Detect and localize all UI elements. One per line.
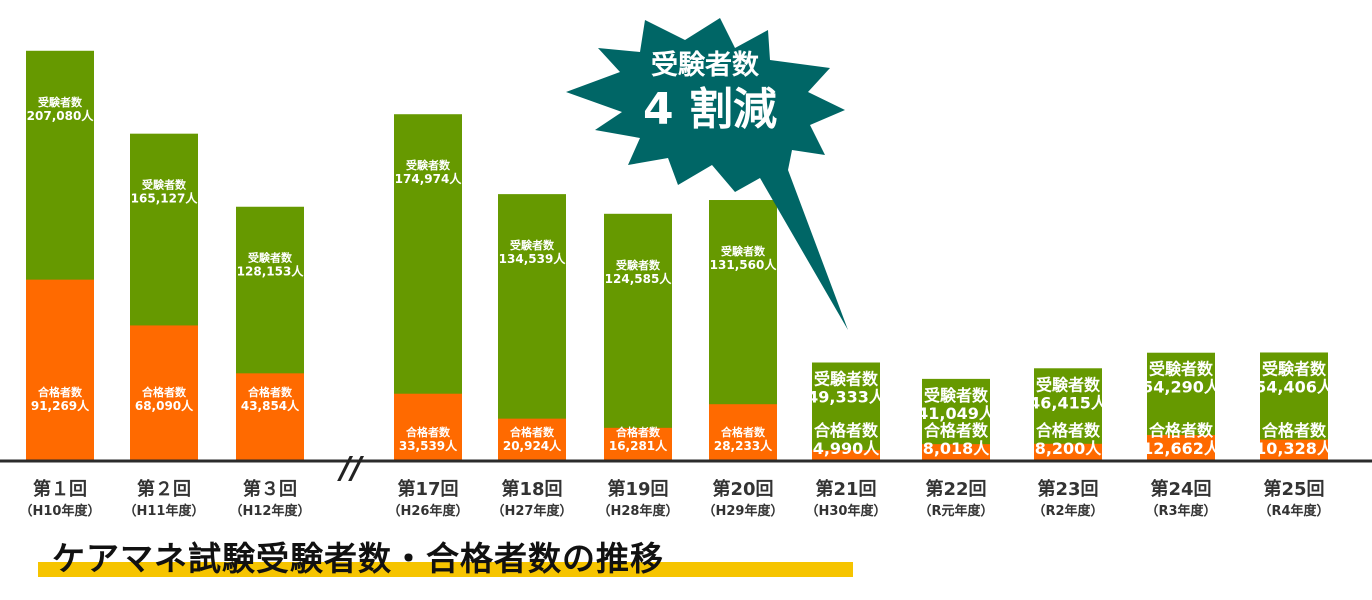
x-tick-label-4: 第18回 (501, 478, 562, 500)
bar-passers-8 (922, 444, 990, 460)
examinees-value-label-7: 49,333人 (807, 388, 886, 407)
axis-break-mark: // (337, 451, 365, 486)
bar-passers-9 (1034, 443, 1102, 460)
examinees-series-label-6: 受験者数 (721, 244, 766, 258)
x-tick-sublabel-11: （R4年度） (1258, 503, 1329, 519)
passers-value-label-10: 12,662人 (1142, 439, 1221, 458)
examinees-value-label-11: 54,406人 (1255, 377, 1334, 396)
bar-examinees-4 (498, 194, 566, 460)
x-tick-sublabel-7: （H30年度） (806, 503, 887, 519)
x-tick-sublabel-10: （R3年度） (1145, 503, 1216, 519)
bar-passers-2 (236, 373, 304, 460)
examinees-series-label-3: 受験者数 (406, 158, 451, 172)
x-tick-sublabel-6: （H29年度） (703, 503, 784, 519)
examinees-value-label-0: 207,080人 (27, 108, 95, 123)
examinees-value-label-1: 165,127人 (131, 191, 199, 206)
passers-value-label-6: 28,233人 (714, 438, 773, 453)
x-tick-labels: 第１回 （H10年度） 第２回 （H11年度） 第３回 （H12年度） 第17回 （H26年度… (20, 478, 1330, 519)
examinees-series-label-7: 受験者数 (814, 370, 879, 389)
examinees-series-label-2: 受験者数 (248, 251, 293, 265)
bar-passers-5 (604, 427, 672, 460)
examinees-series-label-4: 受験者数 (510, 238, 555, 252)
x-tick-label-6: 第20回 (712, 478, 773, 500)
examinees-series-label-5: 受験者数 (616, 258, 661, 272)
passers-value-label-3: 33,539人 (399, 438, 458, 453)
bar-passers-1 (130, 325, 198, 460)
examinees-series-label-10: 受験者数 (1149, 360, 1214, 379)
callout-burst: 受験者数 4 割減 (566, 18, 848, 330)
examinees-series-label-0: 受験者数 (38, 95, 83, 109)
x-tick-label-7: 第21回 (815, 478, 876, 500)
examinees-value-label-9: 46,415人 (1029, 393, 1108, 412)
passers-value-label-5: 16,281人 (609, 438, 668, 453)
x-tick-label-3: 第17回 (397, 478, 458, 500)
examinees-value-label-2: 128,153人 (237, 264, 305, 279)
examinees-value-label-3: 174,974人 (395, 171, 463, 186)
bar-passers-11 (1260, 439, 1328, 460)
passers-value-label-9: 8,200人 (1035, 439, 1103, 458)
callout-line2: 4 割減 (643, 84, 777, 135)
x-tick-label-9: 第23回 (1037, 478, 1098, 500)
passers-series-label-9: 合格者数 (1036, 421, 1101, 440)
x-tick-label-1: 第２回 (137, 478, 191, 500)
bar-examinees-5 (604, 213, 672, 460)
passers-value-label-4: 20,924人 (503, 438, 562, 453)
chart-title-wrap: ケアマネ試験受験者数・合格者数の推移 (38, 532, 853, 582)
passers-value-label-11: 10,328人 (1255, 439, 1334, 458)
bar-passers-4 (498, 418, 566, 460)
x-tick-label-10: 第24回 (1150, 478, 1211, 500)
examinees-value-label-5: 124,585人 (605, 271, 673, 286)
title-highlight-bar (38, 562, 853, 577)
examinees-value-label-8: 41,049人 (917, 404, 996, 423)
bar-passers-10 (1147, 434, 1215, 460)
passers-series-label-4: 合格者数 (510, 425, 555, 439)
passers-value-label-2: 43,854人 (241, 398, 300, 413)
passers-series-label-8: 合格者数 (924, 421, 989, 440)
examinees-series-label-11: 受験者数 (1262, 359, 1327, 378)
x-tick-sublabel-3: （H26年度） (388, 503, 469, 519)
bar-examinees-7 (812, 362, 880, 460)
passers-series-label-11: 合格者数 (1262, 421, 1327, 440)
x-tick-label-8: 第22回 (925, 478, 986, 500)
passers-series-label-7: 合格者数 (814, 421, 879, 440)
callout-line1: 受験者数 (651, 49, 760, 81)
x-tick-sublabel-2: （H12年度） (230, 503, 311, 519)
examinees-value-label-4: 134,539人 (499, 251, 567, 266)
x-tick-sublabel-5: （H28年度） (598, 503, 679, 519)
x-tick-sublabel-4: （H27年度） (492, 503, 573, 519)
passers-series-label-6: 合格者数 (721, 425, 766, 439)
passers-series-label-1: 合格者数 (142, 385, 187, 399)
passers-value-label-7: 4,990人 (813, 439, 881, 458)
bar-passers-6 (709, 404, 777, 460)
x-tick-sublabel-8: （R元年度） (918, 503, 993, 519)
callout-burst-shape (566, 18, 848, 330)
x-tick-sublabel-9: （R2年度） (1032, 503, 1103, 519)
bar-passers-3 (394, 393, 462, 460)
passers-series-label-5: 合格者数 (616, 425, 661, 439)
passers-series-label-3: 合格者数 (406, 425, 451, 439)
passers-series-label-10: 合格者数 (1149, 421, 1214, 440)
bar-passers-0 (26, 279, 94, 460)
examinees-value-label-10: 54,290人 (1142, 378, 1221, 397)
examinees-series-label-1: 受験者数 (142, 178, 187, 192)
passers-series-label-0: 合格者数 (38, 385, 83, 399)
examinees-series-label-8: 受験者数 (924, 386, 989, 405)
x-tick-label-0: 第１回 (33, 478, 87, 500)
x-tick-label-5: 第19回 (607, 478, 668, 500)
passers-value-label-8: 8,018人 (923, 439, 991, 458)
passers-series-label-2: 合格者数 (248, 385, 293, 399)
x-tick-sublabel-1: （H11年度） (124, 503, 205, 519)
examinees-value-label-6: 131,560人 (710, 257, 778, 272)
passers-value-label-0: 91,269人 (31, 398, 90, 413)
x-tick-label-11: 第25回 (1263, 478, 1324, 500)
chart-title: ケアマネ試験受験者数・合格者数の推移 (52, 539, 664, 578)
examinees-series-label-9: 受験者数 (1036, 375, 1101, 394)
bar-passers-7 (812, 450, 880, 460)
bar-group: 受験者数207,080人合格者数91,269人受験者数165,127人合格者数6… (26, 50, 1334, 460)
passers-value-label-1: 68,090人 (135, 398, 194, 413)
x-tick-label-2: 第３回 (243, 478, 297, 500)
x-tick-sublabel-0: （H10年度） (20, 503, 101, 519)
